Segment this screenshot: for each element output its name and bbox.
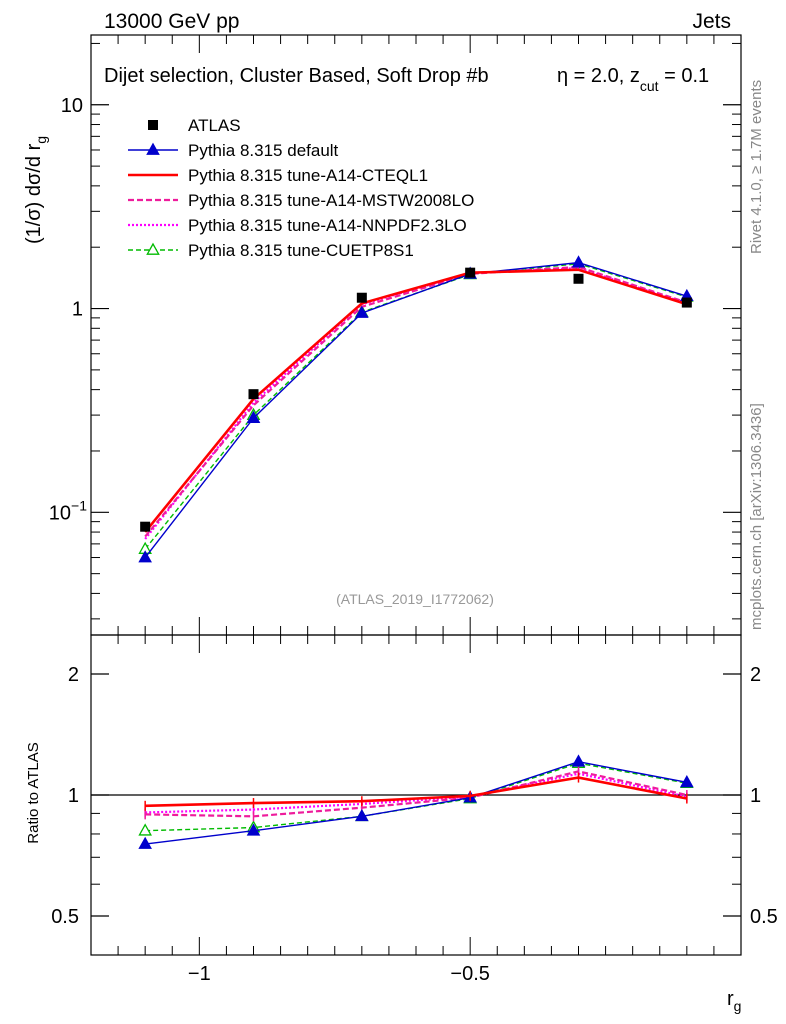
ratio-series-line-cuetp <box>145 762 687 832</box>
ratio-point-default <box>680 775 694 788</box>
x-axis-label-sub: g <box>734 998 742 1014</box>
series-line-mstw <box>144 265 688 538</box>
y-axis-label-text: (1/σ) dσ/d r <box>23 143 45 244</box>
ratio-y-tick-label: 1 <box>68 785 79 807</box>
data-point-atlas <box>356 292 367 303</box>
ratio-y-tick-label: 2 <box>68 664 79 686</box>
data-point-atlas <box>681 297 692 308</box>
data-point-atlas <box>573 273 584 284</box>
ratio-axis-ticks: 0.5 0.5 1 1 2 2 −1 −0.5 <box>51 635 778 985</box>
x-tick-label: −0.5 <box>450 963 489 985</box>
ratio-point-default <box>246 823 261 836</box>
plot-title: Dijet selection, Cluster Based, Soft Dro… <box>104 65 489 87</box>
data-point-atlas <box>248 389 259 400</box>
plot-title-tail: = 0.1 <box>659 65 710 87</box>
ratio-series-line-default <box>145 760 687 845</box>
ratio-point-cuetp <box>138 823 152 836</box>
ratio-y-tick-label-right: 1 <box>750 785 761 807</box>
legend-marker-default <box>146 142 160 155</box>
ratio-series-layer <box>138 754 694 849</box>
legend-label-data: ATLAS <box>188 116 241 135</box>
legend-label-default: Pythia 8.315 default <box>188 141 339 160</box>
ratio-point-default <box>355 809 369 822</box>
series-line-cteql1 <box>144 268 688 533</box>
legend-marker-atlas <box>148 120 158 130</box>
point-default <box>138 550 152 563</box>
x-axis-label: rg <box>727 988 741 1014</box>
data-point-atlas <box>465 267 476 278</box>
header-left: 13000 GeV pp <box>104 10 239 33</box>
ratio-point-default <box>138 836 152 849</box>
x-axis-label-text: r <box>727 988 734 1010</box>
legend: ATLAS Pythia 8.315 default Pythia 8.315 tu… <box>128 116 474 260</box>
y-tick-label: 10 <box>61 95 83 117</box>
ratio-series-line-cteql1 <box>145 776 688 808</box>
point-default <box>246 410 261 423</box>
header-right: Jets <box>692 10 731 33</box>
legend-label-mstw: Pythia 8.315 tune-A14-MSTW2008LO <box>188 191 474 210</box>
plot-title-eta: η = 2.0, zcut = 0.1 <box>557 65 709 94</box>
main-series-layer <box>138 255 694 563</box>
main-axis-ticks: 10−1 1 10 <box>49 35 742 635</box>
legend-label-cuetp: Pythia 8.315 tune-CUETP8S1 <box>188 241 414 260</box>
series-line-nnpdf <box>144 266 688 540</box>
plot-title-main: Dijet selection, Cluster Based, Soft Dro… <box>104 65 489 87</box>
plot-title-eta-text: η = 2.0, z <box>557 65 640 87</box>
y-axis-label-sub: g <box>33 136 49 144</box>
legend-label-cteql1: Pythia 8.315 tune-A14-CTEQL1 <box>188 166 428 185</box>
svg-text:(1/σ) dσ/d rg: (1/σ) dσ/d rg <box>23 136 49 244</box>
ratio-series-line-mstw <box>145 770 688 818</box>
series-line-default <box>144 261 688 558</box>
ratio-point-default <box>571 754 586 767</box>
legend-label-nnpdf: Pythia 8.315 tune-A14-NNPDF2.3LO <box>188 216 467 235</box>
legend-marker-cuetp <box>146 242 160 255</box>
ratio-y-tick-label: 0.5 <box>51 906 79 928</box>
ratio-y-tick-label-right: 0.5 <box>750 906 778 928</box>
point-default <box>571 255 586 268</box>
data-point-atlas <box>140 521 151 532</box>
y-tick-label: 10−1 <box>49 497 87 524</box>
mcplots-label: mcplots.cern.ch [arXiv:1306.3436] <box>748 403 765 630</box>
point-default <box>355 305 369 318</box>
y-tick-label: 1 <box>72 299 83 321</box>
ratio-y-tick-label-right: 2 <box>750 664 761 686</box>
ratio-y-axis-label: Ratio to ATLAS <box>25 742 42 843</box>
rivet-label: Rivet 4.1.0, ≥ 1.7M events <box>748 80 765 254</box>
y-axis-label-main: (1/σ) dσ/d rg <box>23 136 49 244</box>
plot-title-sub: cut <box>640 78 659 94</box>
analysis-watermark: (ATLAS_2019_I1772062) <box>336 591 494 607</box>
series-line-cuetp <box>144 262 688 550</box>
x-tick-label: −1 <box>188 963 211 985</box>
